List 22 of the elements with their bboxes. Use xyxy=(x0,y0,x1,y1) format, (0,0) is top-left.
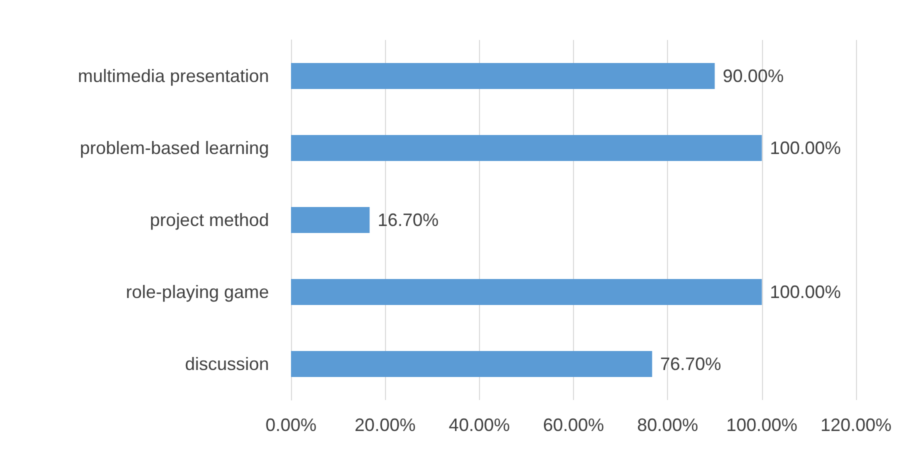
x-tick-label: 0.00% xyxy=(265,415,317,435)
bar xyxy=(291,351,652,377)
x-tick-label: 100.00% xyxy=(726,415,798,435)
x-tick-label: 60.00% xyxy=(542,415,604,435)
y-tick-label: problem-based learning xyxy=(80,138,269,158)
data-label: 76.70% xyxy=(660,354,722,374)
y-tick-label: project method xyxy=(150,210,269,230)
data-label: 16.70% xyxy=(378,210,439,230)
data-label: 100.00% xyxy=(770,282,841,302)
x-tick-label: 120.00% xyxy=(820,415,892,435)
bar xyxy=(291,135,762,161)
x-tick-label: 80.00% xyxy=(637,415,698,435)
x-tick-label: 40.00% xyxy=(448,415,510,435)
x-tick-label: 20.00% xyxy=(354,415,416,435)
data-label: 100.00% xyxy=(770,138,841,158)
bar xyxy=(291,279,762,305)
y-tick-label: multimedia presentation xyxy=(78,66,269,86)
data-label: 90.00% xyxy=(722,66,784,86)
bar xyxy=(291,207,370,233)
y-tick-label: discussion xyxy=(184,354,269,374)
bar xyxy=(291,63,715,89)
y-tick-label: role-playing game xyxy=(126,282,269,302)
